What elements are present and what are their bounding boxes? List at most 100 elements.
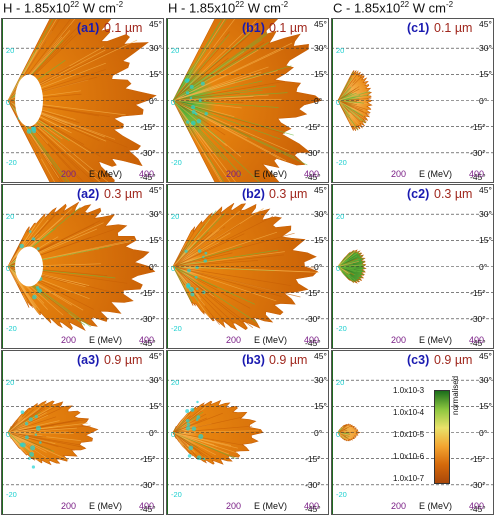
energy-tick-label: 400 [469,169,485,179]
thickness-label: 0.1 µm [269,21,308,35]
left-axis-tick: 20 [171,46,180,55]
angle-tick-label: -15° [470,121,486,132]
angle-tick-label: -45° [305,504,321,514]
energy-tick-label: 200 [226,169,242,179]
title-exp: 22 [235,0,245,9]
title-main: H - 1.85x10 [168,0,236,16]
angle-tick-label: 45° [314,19,327,29]
angle-tick-label: 15° [149,235,162,246]
energy-tick-label: 200 [391,501,407,511]
angle-tick-label: -30° [305,479,321,490]
angle-tick-label: 0° [314,427,323,438]
angle-tick-label: -15° [140,121,156,132]
left-axis-tick: -20 [171,324,182,333]
angle-tick-label: 15° [479,401,492,412]
panel-b2: (b2) 0.3 µm 45° 30° 15° 0° -15° -30° -45° 20 0 -20 2… [166,184,329,352]
angle-tick-label: -15° [305,287,321,298]
energy-axis-label: E (MeV) [89,169,123,179]
angle-tick-label: 15° [314,235,327,246]
angle-tick-label: 30° [479,209,492,220]
colorbar-tick-label: 1.0x10-5 [393,430,425,439]
angle-tick-label: 0° [479,261,488,272]
energy-axis-label: E (MeV) [89,335,123,345]
angle-tick-label: 45° [479,351,492,361]
angle-tick-label: -30° [305,147,321,158]
left-axis-tick: -20 [336,158,347,167]
spectrum-plot [1,184,164,349]
left-axis-tick: -20 [171,490,182,499]
colorbar-tick-label: 1.0x10-4 [393,408,425,417]
angle-tick-label: 0° [479,427,488,438]
left-axis-tick: -20 [336,490,347,499]
spectrum-plot [331,350,494,515]
panel-label: (c3) [407,353,430,367]
title-main: C - 1.85x10 [333,0,401,16]
energy-tick-label: 200 [226,335,242,345]
spectrum-plot [166,184,329,349]
angle-tick-label: -45° [140,172,156,182]
colorbar-tick-label: 1.0x10-6 [393,452,425,461]
angle-tick-label: 30° [149,375,162,386]
energy-axis-label: E (MeV) [419,501,453,511]
angle-tick-label: -15° [140,453,156,464]
panel-a1: (a1) 0.1 µm 45° 30° 15° 0° -15° -30° -45° 20 0 -20 2… [1,18,164,186]
title-unit: W cm [409,0,446,16]
title-unit-exp: -2 [445,0,454,9]
column-title-c: C - 1.85x1022 W cm-2 [333,0,453,18]
energy-axis-label: E (MeV) [254,169,288,179]
left-axis-tick: -20 [6,324,17,333]
angle-tick-label: -45° [140,338,156,348]
left-axis-tick: -20 [336,324,347,333]
spectrum-plot [1,18,164,183]
left-axis-tick: 20 [336,212,345,221]
colorbar [434,390,450,484]
left-axis-tick: 0 [336,264,341,273]
left-axis-tick: 20 [6,212,15,221]
title-unit-exp: -2 [280,0,289,9]
angle-tick-label: 0° [314,95,323,106]
angle-tick-label: 0° [149,261,158,272]
panel-label: (c1) [407,21,430,35]
title-exp: 22 [70,0,80,9]
colorbar-tick-label: 1.0x10-3 [393,386,425,395]
colorbar-tick-label: 1.0x10-7 [393,474,425,483]
panel-c1: (c1) 0.1 µm 45° 30° 15° 0° -15° -30° -45° 20 0 -20 2… [331,18,494,186]
angle-tick-label: 45° [314,351,327,361]
energy-tick-label: 400 [304,501,320,511]
angle-tick-label: 45° [314,185,327,195]
angle-tick-label: -15° [470,287,486,298]
angle-tick-label: 15° [479,69,492,80]
angle-tick-label: 30° [314,209,327,220]
angle-tick-label: -15° [470,453,486,464]
left-axis-tick: 0 [6,264,11,273]
column-title-b: H - 1.85x1022 W cm-2 [168,0,288,18]
spectrum-plot [331,184,494,349]
energy-tick-label: 200 [391,335,407,345]
left-axis-tick: 20 [336,378,345,387]
angle-tick-label: 30° [479,375,492,386]
energy-axis-label: E (MeV) [254,501,288,511]
title-unit-exp: -2 [115,0,124,9]
panel-label: (b1) [242,21,265,35]
panel-a3: (a3) 0.9 µm 45° 30° 15° 0° -15° -30° -45° 20 0 -20 2… [1,350,164,518]
angle-tick-label: 0° [314,261,323,272]
energy-axis-label: E (MeV) [254,335,288,345]
angle-tick-label: -15° [305,453,321,464]
panel-c3: (c3) 0.9 µm 45° 30° 15° 0° -15° -30° -45° 20 0 -20 2… [331,350,494,518]
title-unit: W cm [244,0,281,16]
angle-tick-label: -15° [140,287,156,298]
angle-tick-label: 15° [149,69,162,80]
left-axis-tick: 0 [171,98,176,107]
angle-tick-label: 45° [149,351,162,361]
left-axis-tick: 20 [171,212,180,221]
left-axis-tick: 20 [6,46,15,55]
left-axis-tick: 20 [6,378,15,387]
energy-tick-label: 200 [61,501,77,511]
angle-tick-label: -30° [470,313,486,324]
angle-tick-label: -30° [470,479,486,490]
angle-tick-label: -15° [305,121,321,132]
panel-b3: (b3) 0.9 µm 45° 30° 15° 0° -15° -30° -45° 20 0 -20 2… [166,350,329,518]
angle-tick-label: 0° [149,95,158,106]
left-axis-tick: 0 [6,430,11,439]
angle-tick-label: -45° [140,504,156,514]
